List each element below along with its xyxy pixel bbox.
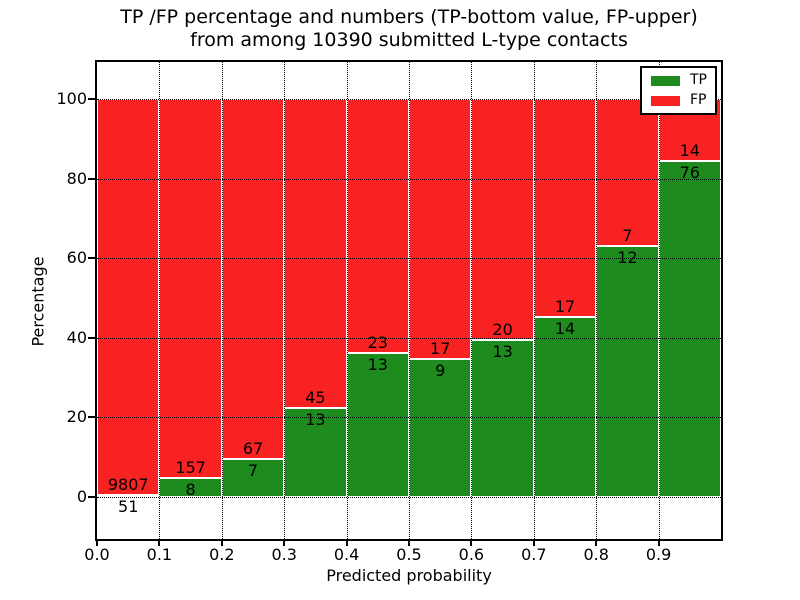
fp-bar-segment [159,99,222,478]
fp-bar-segment [284,99,347,408]
y-tick-label: 40 [66,327,87,347]
horizontal-gridline [97,337,721,339]
legend-label-fp: FP [690,92,707,108]
tp-count-label: 14 [554,319,576,339]
fp-bar-segment [346,99,409,354]
x-tick-mark [345,541,348,546]
x-tick-mark [532,541,535,546]
y-tick-label: 100 [56,89,87,108]
legend-row-fp: FP [651,93,707,108]
x-tick-mark [158,541,161,546]
y-tick-mark [88,98,95,100]
chart-title: TP /FP percentage and numbers (TP-bottom… [97,6,721,52]
x-tick-mark [96,541,98,546]
legend-row-tp: TP [651,73,707,88]
tp-swatch-icon [651,75,680,86]
fp-count-label: 7 [622,225,633,245]
x-tick-mark [657,541,660,546]
vertical-gridline [533,62,535,539]
x-tick-label: 0.7 [521,545,547,564]
horizontal-gridline [97,497,721,498]
y-tick-mark [88,336,95,339]
x-tick-label: 0.1 [146,545,173,564]
y-tick-mark [88,416,95,419]
fp-bar-segment [221,99,285,460]
horizontal-gridline [97,417,721,419]
vertical-gridline [159,62,161,539]
fp-count-label: 17 [554,297,576,317]
fp-count-label: 14 [679,140,700,160]
chart-title-line2: from among 10390 submitted L-type contac… [190,29,628,51]
tp-bar-segment [97,494,160,497]
fp-bar-segment [533,99,597,318]
x-tick-mark [220,541,223,546]
tp-bar-segment [284,407,347,497]
x-tick-mark [470,541,473,546]
fp-count-label: 23 [367,333,388,353]
fp-count-label: 17 [430,339,451,359]
tp-bar-segment [221,459,285,497]
x-tick-mark [595,541,598,546]
vertical-gridline [221,62,223,539]
y-tick-label: 20 [66,407,87,427]
tp-bar-segment [658,160,721,497]
vertical-gridline [346,62,348,539]
legend-label-tp: TP [690,72,707,88]
x-axis-label: Predicted probability [326,566,492,585]
horizontal-gridline [97,178,721,180]
tp-bar-segment [471,340,534,497]
y-tick-mark [88,496,95,498]
horizontal-gridline [97,258,721,260]
legend: TP FP [640,66,717,115]
y-tick-label: 60 [66,248,87,268]
fp-bar-segment [596,99,659,246]
x-tick-label: 0.8 [583,545,609,564]
x-tick-label: 0.3 [271,545,297,564]
y-tick-label: 0 [76,487,87,506]
x-tick-label: 0.9 [645,545,672,564]
tp-bar-segment [346,353,409,497]
vertical-gridline [409,62,410,539]
tp-count-label: 13 [492,342,513,362]
x-tick-label: 0.2 [209,545,235,564]
fp-count-label: 20 [492,320,513,340]
vertical-gridline [658,62,660,539]
vertical-gridline [471,62,473,539]
x-tick-mark [408,541,410,546]
vertical-gridline [596,62,598,539]
tp-count-label: 13 [367,355,388,375]
fp-swatch-icon [651,95,680,106]
tp-bar-segment [596,245,659,497]
plot-area: TP FP 9807 51 157 8 67 7 45 13 23 13 17 9 20 13 17 14 7 1… [88,60,723,546]
fp-bar-segment [409,99,472,360]
tp-count-label: 7 [247,461,259,481]
fp-bar-segment [97,99,160,495]
vertical-gridline [284,62,286,539]
fp-bar-segment [471,99,534,341]
tp-count-label: 12 [617,247,638,267]
tp-count-label: 13 [305,409,326,429]
y-tick-mark [88,177,95,180]
y-axis-label: Percentage [28,256,48,347]
tp-count-label: 9 [435,361,446,381]
x-tick-label: 0.0 [84,545,110,564]
tp-count-label: 51 [118,496,139,516]
fp-count-label: 67 [242,439,264,459]
x-tick-label: 0.5 [396,545,422,564]
y-tick-label: 80 [66,168,87,188]
x-tick-label: 0.6 [458,545,485,564]
tp-count-label: 8 [185,479,196,499]
y-tick-mark [88,257,95,260]
x-tick-mark [283,541,286,546]
tp-bar-segment [533,317,597,497]
x-tick-label: 0.4 [333,545,360,564]
fp-count-label: 9807 [107,474,149,494]
chart-title-line1: TP /FP percentage and numbers (TP-bottom… [120,6,698,28]
fp-count-label: 157 [175,457,206,477]
fp-count-label: 45 [305,387,326,407]
horizontal-gridline [97,99,721,100]
tp-count-label: 76 [679,162,700,182]
